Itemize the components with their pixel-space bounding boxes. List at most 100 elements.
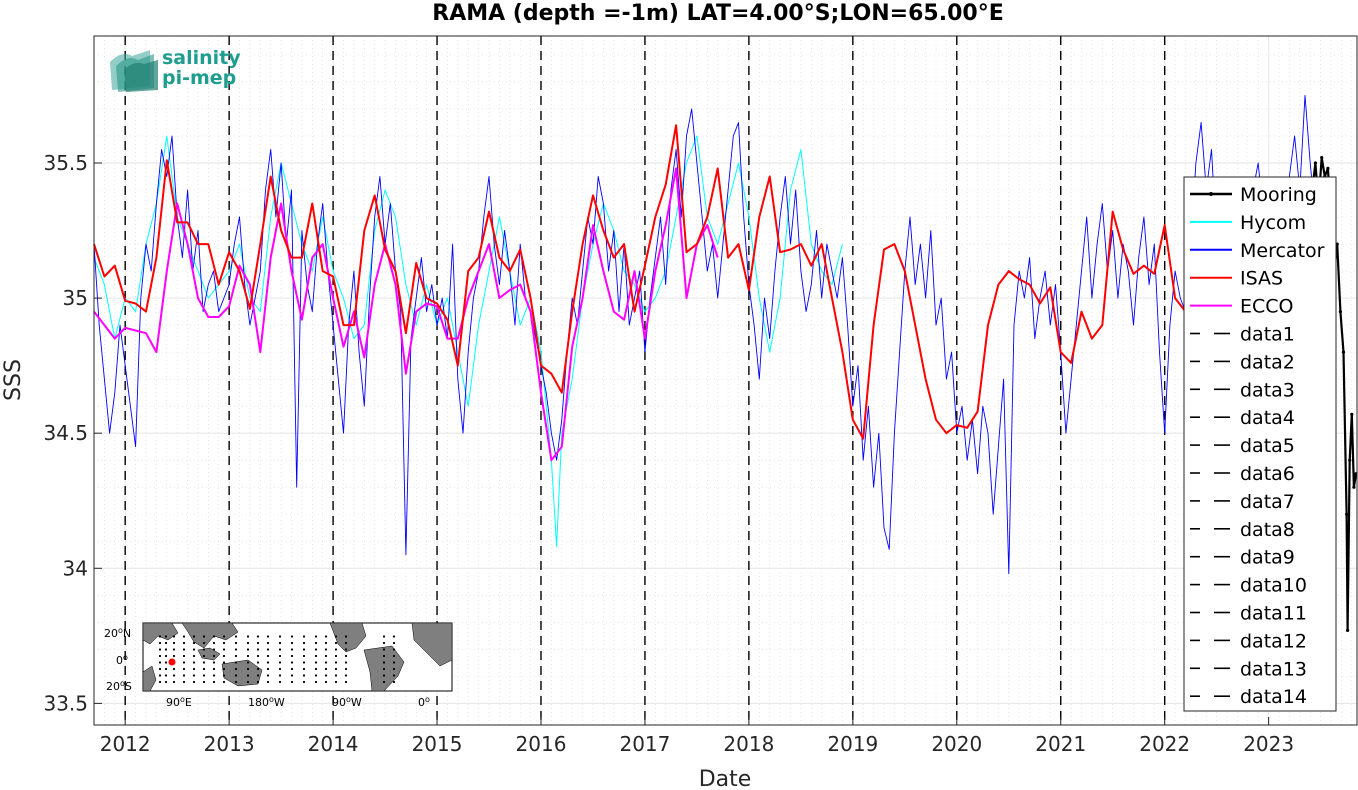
array-mooring-dot bbox=[246, 641, 250, 645]
array-mooring-dot bbox=[266, 680, 270, 684]
array-mooring-dot bbox=[382, 654, 386, 658]
array-mooring-dot bbox=[278, 654, 282, 658]
legend-entry: ECCO bbox=[1190, 296, 1294, 318]
year-separator-lines bbox=[124, 36, 1166, 725]
x-tick-label: 2023 bbox=[1243, 732, 1294, 756]
array-mooring-dot bbox=[202, 654, 206, 658]
array-mooring-dot bbox=[158, 635, 162, 638]
array-mooring-dot bbox=[234, 680, 238, 684]
array-mooring-dot bbox=[172, 680, 176, 684]
array-mooring-dot bbox=[344, 680, 348, 684]
legend-label: data4 bbox=[1240, 407, 1295, 429]
array-mooring-dot bbox=[266, 661, 270, 664]
x-tick-label: 2013 bbox=[204, 732, 255, 756]
legend-entry: data13 bbox=[1190, 658, 1307, 680]
data-point-mooring bbox=[1352, 485, 1356, 489]
array-mooring-dot bbox=[246, 680, 250, 684]
data-point-mooring bbox=[1346, 628, 1350, 633]
y-tick-label: 35 bbox=[63, 286, 88, 310]
array-mooring-dot bbox=[192, 680, 196, 684]
legend-entry: Mooring bbox=[1190, 184, 1317, 206]
array-mooring-dot bbox=[246, 674, 250, 677]
legend-entry: data5 bbox=[1190, 435, 1295, 457]
x-axis-label: Date bbox=[699, 767, 752, 790]
x-tick-label: 2019 bbox=[827, 732, 878, 756]
array-mooring-dot bbox=[182, 635, 186, 638]
array-mooring-dot bbox=[290, 674, 294, 677]
array-mooring-dot bbox=[290, 648, 294, 651]
array-mooring-dot bbox=[164, 641, 168, 645]
legend-label: Mercator bbox=[1240, 240, 1325, 262]
array-mooring-dot bbox=[158, 674, 162, 677]
legend-entry: data12 bbox=[1190, 630, 1307, 652]
array-mooring-dot bbox=[182, 674, 186, 677]
legend-box bbox=[1183, 176, 1337, 712]
array-mooring-dot bbox=[314, 635, 318, 638]
array-mooring-dot bbox=[172, 641, 176, 645]
array-mooring-dot bbox=[212, 661, 216, 664]
array-mooring-dot bbox=[334, 635, 338, 638]
array-mooring-dot bbox=[334, 648, 338, 651]
legend-label: data8 bbox=[1240, 519, 1295, 541]
array-mooring-dot bbox=[158, 680, 162, 684]
array-mooring-dot bbox=[302, 680, 306, 684]
array-mooring-dot bbox=[234, 641, 238, 645]
array-mooring-dot bbox=[266, 667, 270, 671]
array-mooring-dot bbox=[172, 667, 176, 671]
legend-entry: data6 bbox=[1190, 463, 1295, 485]
inset-lat-label-0: 0o bbox=[116, 653, 128, 667]
array-mooring-dot bbox=[222, 654, 226, 658]
array-mooring-dot bbox=[222, 680, 226, 684]
array-mooring-dot bbox=[302, 641, 306, 645]
array-mooring-dot bbox=[172, 635, 176, 638]
array-mooring-dot bbox=[382, 641, 386, 645]
array-mooring-dot bbox=[290, 654, 294, 658]
array-mooring-dot bbox=[202, 674, 206, 677]
array-mooring-dot bbox=[392, 680, 396, 684]
array-mooring-dot bbox=[222, 661, 226, 664]
array-mooring-dot bbox=[334, 680, 338, 684]
array-mooring-dot bbox=[256, 674, 260, 677]
data-point-mooring bbox=[1348, 458, 1352, 462]
legend-label: Mooring bbox=[1240, 184, 1317, 206]
array-mooring-dot bbox=[158, 667, 162, 671]
array-mooring-dot bbox=[234, 648, 238, 651]
legend-entry: data4 bbox=[1190, 407, 1295, 429]
inset-lon-label-90e: 90oE bbox=[166, 695, 192, 709]
array-mooring-dot bbox=[324, 654, 328, 658]
array-mooring-dot bbox=[182, 667, 186, 671]
legend-entry: data2 bbox=[1190, 351, 1295, 373]
legend-swatch-marker bbox=[1209, 192, 1213, 196]
array-mooring-dot bbox=[314, 674, 318, 677]
array-mooring-dot bbox=[302, 654, 306, 658]
inset-map: 20oN 0o 20oS 90oE 180oW 90oW 0o bbox=[104, 622, 453, 709]
array-mooring-dot bbox=[234, 654, 238, 658]
x-tick-label: 2017 bbox=[619, 732, 670, 756]
array-mooring-dot bbox=[344, 635, 348, 638]
array-mooring-dot bbox=[192, 661, 196, 664]
x-tick-label: 2021 bbox=[1035, 732, 1086, 756]
array-mooring-dot bbox=[382, 648, 386, 651]
legend: Mooring Hycom Mercator ISAS ECCO data1 data2 da… bbox=[1183, 176, 1337, 712]
array-mooring-dot bbox=[212, 635, 216, 638]
array-mooring-dot bbox=[334, 654, 338, 658]
array-mooring-dot bbox=[222, 635, 226, 638]
array-mooring-dot bbox=[324, 661, 328, 664]
data-point-mooring bbox=[1345, 512, 1349, 516]
array-mooring-dot bbox=[202, 667, 206, 671]
array-mooring-dot bbox=[314, 661, 318, 664]
array-mooring-dot bbox=[192, 654, 196, 658]
array-mooring-dot bbox=[212, 680, 216, 684]
legend-entry: data8 bbox=[1190, 519, 1295, 541]
array-mooring-dot bbox=[182, 680, 186, 684]
array-mooring-dot bbox=[302, 648, 306, 651]
array-mooring-dot bbox=[164, 654, 168, 658]
array-mooring-dot bbox=[202, 641, 206, 645]
array-mooring-dot bbox=[164, 667, 168, 671]
inset-lat-label-20n: 20oN bbox=[104, 626, 131, 640]
array-mooring-dot bbox=[302, 661, 306, 664]
array-mooring-dot bbox=[290, 680, 294, 684]
array-mooring-dot bbox=[192, 641, 196, 645]
array-mooring-dot bbox=[302, 674, 306, 677]
x-tick-label: 2016 bbox=[516, 732, 567, 756]
